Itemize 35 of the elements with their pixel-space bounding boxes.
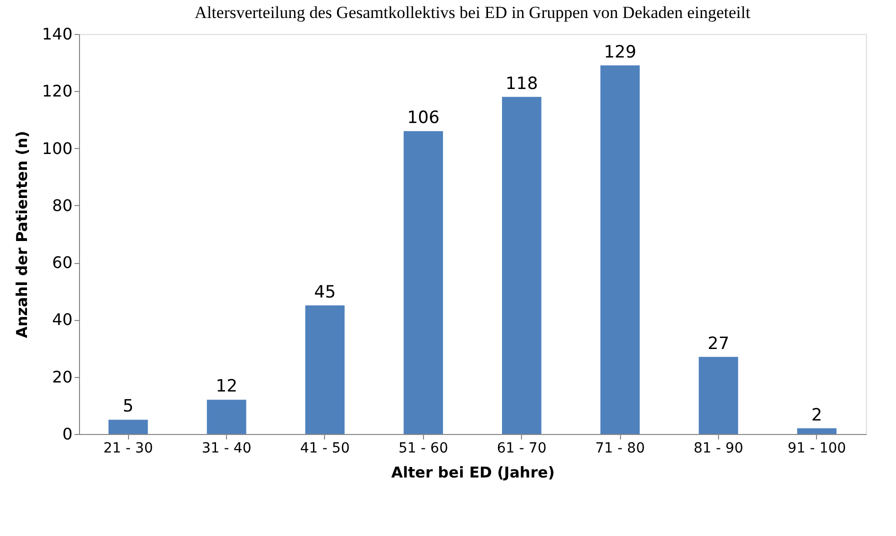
y-axis-title: Anzahl der Patienten (n) <box>12 130 31 338</box>
y-tick-label: 60 <box>52 253 72 272</box>
x-tick-label: 81 - 90 <box>694 440 744 456</box>
bar <box>108 420 148 434</box>
y-tick-label: 140 <box>42 24 72 44</box>
x-tick-label: 51 - 60 <box>398 440 448 456</box>
data-label: 45 <box>314 282 336 302</box>
bar <box>206 400 246 434</box>
x-axis-title: Alter bei ED (Jahre) <box>391 464 555 482</box>
y-tick-label: 20 <box>52 367 72 386</box>
chart-title: Altersverteilung des Gesamtkollektivs bei ED in Gruppen von Dekaden eingeteilt <box>194 3 751 22</box>
x-tick-label: 41 - 50 <box>300 440 350 456</box>
y-tick-label: 100 <box>42 138 72 158</box>
bar <box>404 131 443 434</box>
bar <box>305 305 345 434</box>
data-label: 118 <box>505 74 538 94</box>
bar <box>502 96 542 434</box>
bar <box>698 356 738 434</box>
x-tick-label: 31 - 40 <box>202 440 252 456</box>
x-tick-label: 91 - 100 <box>788 440 846 456</box>
data-label: 106 <box>407 108 440 128</box>
data-label: 27 <box>708 334 730 354</box>
bar <box>600 65 640 434</box>
data-label: 129 <box>604 42 636 62</box>
y-tick-label: 120 <box>42 82 72 101</box>
x-tick-label: 71 - 80 <box>595 440 645 456</box>
x-tick-label: 21 - 30 <box>103 440 153 456</box>
y-tick-label: 0 <box>62 424 72 444</box>
y-tick-label: 40 <box>52 310 72 330</box>
bar <box>797 428 836 434</box>
data-label: 12 <box>216 376 238 397</box>
data-label: 5 <box>122 396 134 417</box>
x-tick-label: 61 - 70 <box>496 440 546 456</box>
y-tick-label: 80 <box>52 196 72 215</box>
data-label: 2 <box>811 405 822 426</box>
